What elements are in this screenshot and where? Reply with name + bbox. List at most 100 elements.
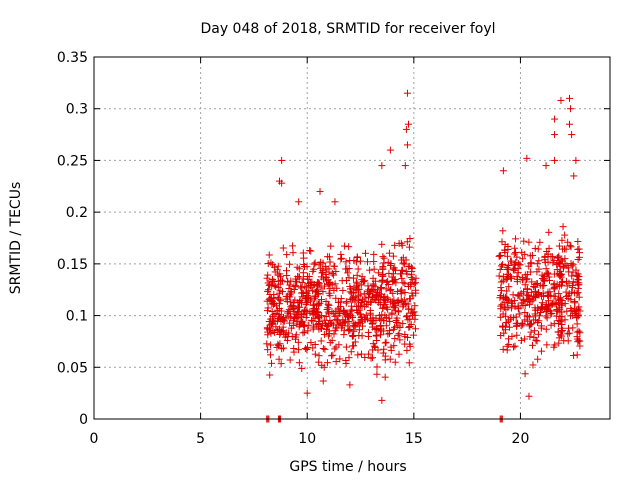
data-point <box>356 310 364 318</box>
data-point <box>279 323 287 331</box>
data-point <box>496 294 504 302</box>
data-point <box>531 244 539 252</box>
data-point <box>283 251 291 259</box>
data-point <box>345 274 353 282</box>
data-point <box>320 282 328 290</box>
data-point <box>322 273 330 281</box>
data-point <box>543 341 551 349</box>
data-point <box>521 281 529 289</box>
data-point <box>319 377 327 385</box>
data-point <box>512 313 520 321</box>
data-point <box>531 304 539 312</box>
data-point <box>371 325 379 333</box>
data-point <box>556 271 564 279</box>
data-point <box>299 275 307 283</box>
data-point <box>334 304 342 312</box>
data-point <box>311 350 319 358</box>
data-point <box>284 309 292 317</box>
data-point <box>300 254 308 262</box>
data-point <box>323 359 331 367</box>
data-point <box>562 288 570 296</box>
data-point <box>328 319 336 327</box>
data-point <box>265 251 273 259</box>
data-point <box>575 281 583 289</box>
data-point <box>273 343 281 351</box>
data-point <box>398 274 406 282</box>
data-point <box>370 265 378 273</box>
data-point <box>507 315 515 323</box>
data-point <box>369 354 377 362</box>
data-point <box>319 268 327 276</box>
data-point <box>544 269 552 277</box>
data-point <box>277 360 285 368</box>
data-point <box>556 262 564 270</box>
data-point <box>311 314 319 322</box>
data-point <box>532 336 540 344</box>
data-point <box>574 245 582 253</box>
data-point <box>270 263 278 271</box>
data-point <box>270 294 278 302</box>
data-point <box>569 278 577 286</box>
data-point <box>274 315 282 323</box>
data-point <box>265 318 273 326</box>
data-point <box>508 299 516 307</box>
data-point <box>342 359 350 367</box>
data-point <box>331 198 339 206</box>
plot-frame <box>93 56 611 420</box>
data-point <box>530 327 538 335</box>
data-point <box>508 332 516 340</box>
data-point <box>399 320 407 328</box>
data-point <box>264 331 272 339</box>
data-point <box>327 352 335 360</box>
data-point <box>301 306 309 314</box>
data-point <box>367 354 375 362</box>
data-point <box>317 264 325 272</box>
data-point <box>382 285 390 293</box>
data-point <box>576 329 584 337</box>
data-point <box>378 270 386 278</box>
data-point <box>315 358 323 366</box>
data-point <box>404 316 412 324</box>
data-point <box>287 289 295 297</box>
data-point <box>503 346 511 354</box>
data-point <box>305 287 313 295</box>
data-point <box>529 251 537 259</box>
data-point <box>320 316 328 324</box>
data-point <box>317 296 325 304</box>
data-point <box>351 338 359 346</box>
data-point <box>372 314 380 322</box>
data-point <box>513 321 521 329</box>
data-point <box>264 260 272 268</box>
data-point <box>535 317 543 325</box>
data-point <box>341 317 349 325</box>
data-point <box>541 252 549 260</box>
data-point <box>528 320 536 328</box>
data-point <box>401 280 409 288</box>
x-tick-label: 0 <box>90 431 99 447</box>
data-point <box>278 156 286 164</box>
data-point <box>406 235 414 243</box>
data-point <box>401 260 409 268</box>
data-point <box>384 277 392 285</box>
data-point <box>573 313 581 321</box>
data-point <box>573 289 581 297</box>
data-point <box>348 332 356 340</box>
data-point <box>301 344 309 352</box>
data-point <box>263 340 271 348</box>
data-point <box>387 343 395 351</box>
data-point <box>321 263 329 271</box>
data-point <box>314 308 322 316</box>
data-point <box>326 281 334 289</box>
data-point <box>554 328 562 336</box>
data-point <box>356 257 364 265</box>
data-point <box>389 289 397 297</box>
data-point <box>570 351 578 359</box>
data-point <box>553 254 561 262</box>
data-point <box>290 345 298 353</box>
data-point <box>515 310 523 318</box>
data-point <box>317 258 325 266</box>
data-point <box>399 266 407 274</box>
data-point <box>504 245 512 253</box>
data-point <box>496 265 504 273</box>
